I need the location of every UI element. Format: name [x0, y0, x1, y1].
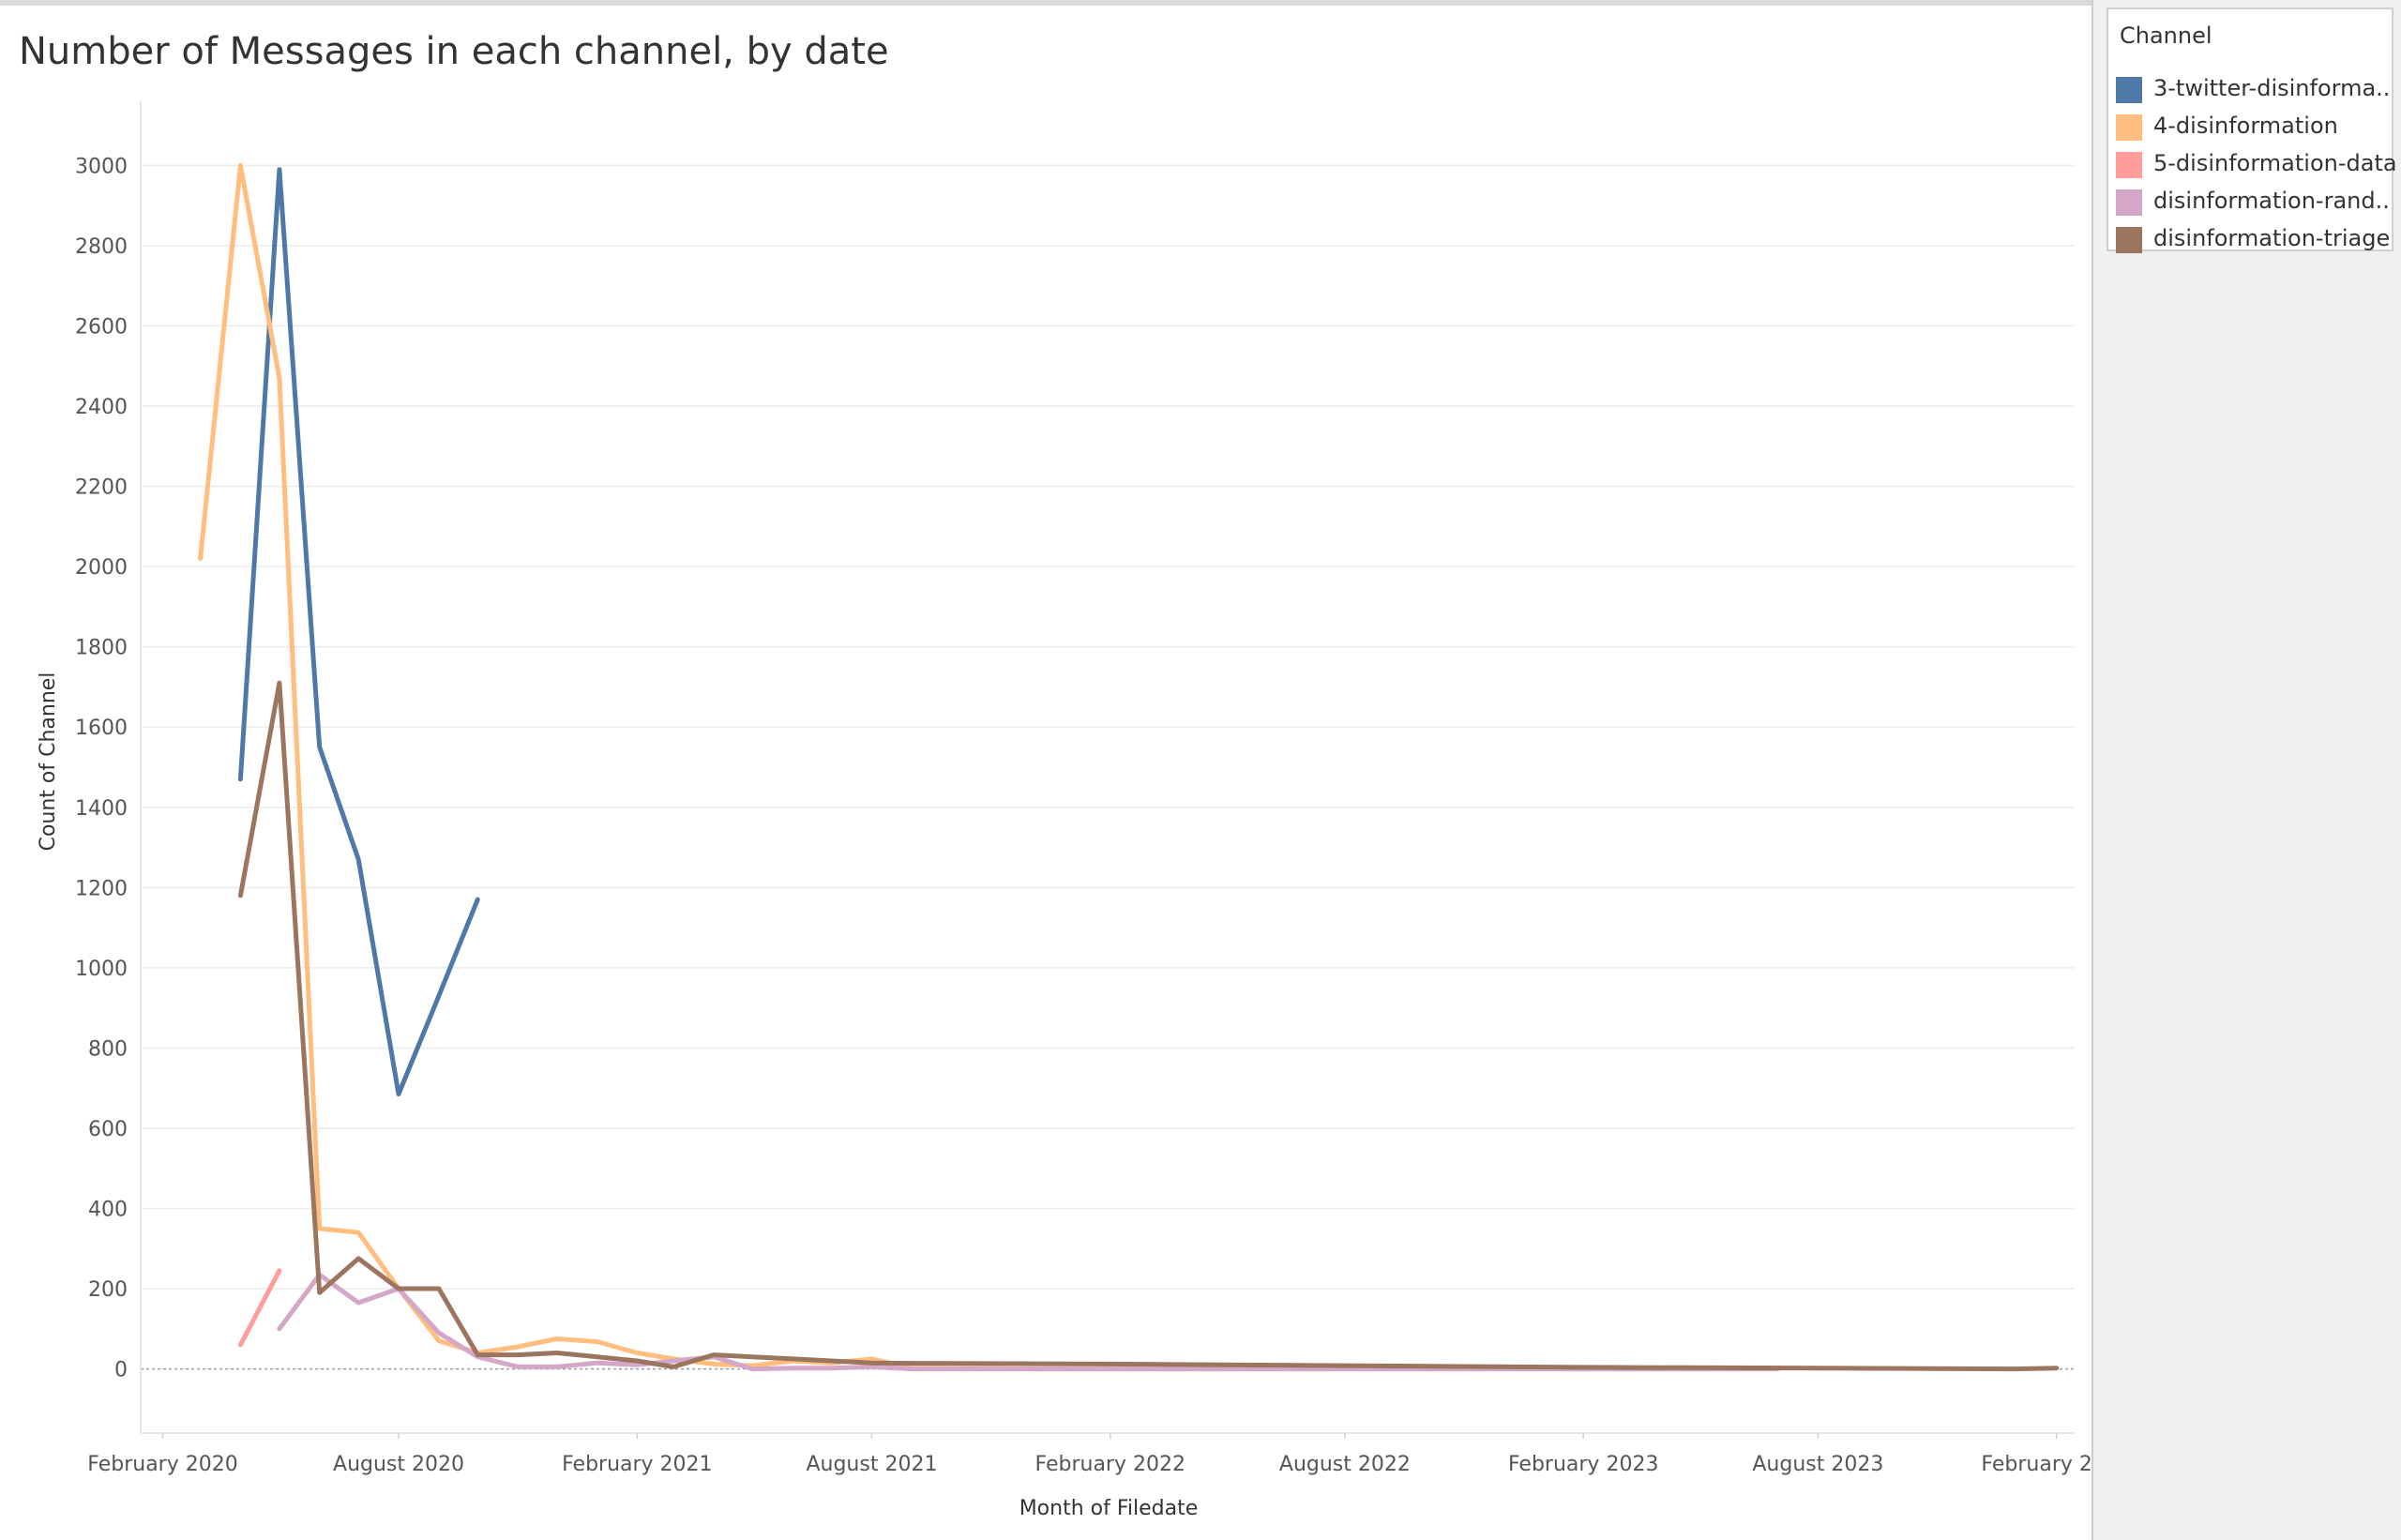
chart-title: Number of Messages in each channel, by d… — [19, 30, 889, 73]
legend-item[interactable]: disinformation-rand.. — [2116, 186, 2392, 216]
sidebar-panel — [2091, 0, 2401, 1540]
series-line-3 — [237, 1268, 282, 1348]
x-tick-label: February 2022 — [1035, 1453, 1185, 1476]
y-tick-label: 2800 — [75, 235, 128, 259]
series-line-5 — [237, 680, 2060, 1372]
y-tick-label: 1600 — [75, 717, 128, 740]
y-tick-label: 2000 — [75, 556, 128, 580]
axes: 0 200 400 600 800 1000 1200 1400 1600 1800 2000 220… — [75, 101, 2091, 1476]
legend-label: 4-disinformation — [2153, 113, 2338, 139]
x-tick-label: February 2024 — [1981, 1453, 2091, 1476]
series-lines — [198, 162, 2060, 1372]
series-line-2 — [198, 162, 1742, 1372]
y-tick-label: 1000 — [75, 958, 128, 981]
y-tick-label: 1400 — [75, 797, 128, 821]
legend-swatch — [2116, 152, 2142, 178]
y-tick-label: 800 — [88, 1037, 128, 1061]
legend-label: 5-disinformation-data — [2153, 150, 2397, 176]
legend: Channel 3-twitter-disinforma.. 4-disinfor… — [2107, 8, 2397, 253]
x-tick-label: February 2020 — [87, 1453, 237, 1476]
y-tick-label: 2600 — [75, 316, 128, 340]
y-tick-label: 2200 — [75, 476, 128, 500]
y-tick-label: 400 — [88, 1198, 128, 1221]
x-axis-title: Month of Filedate — [1019, 1497, 1199, 1520]
legend-item[interactable]: disinformation-triage — [2116, 223, 2392, 253]
legend-swatch — [2116, 77, 2142, 103]
x-tick-label: August 2020 — [333, 1453, 464, 1476]
legend-item[interactable]: 5-disinformation-data — [2116, 148, 2397, 178]
y-tick-label: 1800 — [75, 637, 128, 660]
legend-swatch — [2116, 114, 2142, 141]
x-tick-label: February 2023 — [1508, 1453, 1658, 1476]
y-tick-label: 600 — [88, 1118, 128, 1141]
y-tick-label: 3000 — [75, 155, 128, 178]
y-tick-label: 1200 — [75, 877, 128, 900]
y-tick-label: 2400 — [75, 396, 128, 419]
legend-swatch — [2116, 189, 2142, 216]
x-tick-label: February 2021 — [562, 1453, 712, 1476]
series-line-1 — [237, 167, 480, 1097]
y-tick-label: 200 — [88, 1278, 128, 1302]
line-chart: 0 200 400 600 800 1000 1200 1400 1600 1800 2000 220… — [37, 101, 2091, 1520]
top-border — [0, 0, 2091, 6]
x-tick-label: August 2022 — [1279, 1453, 1411, 1476]
x-tick-label: August 2021 — [806, 1453, 937, 1476]
y-axis-title: Count of Channel — [37, 672, 60, 852]
legend-item[interactable]: 3-twitter-disinforma.. — [2116, 73, 2392, 103]
legend-title: Channel — [2120, 23, 2212, 49]
legend-swatch — [2116, 227, 2142, 253]
y-tick-label: 0 — [114, 1359, 128, 1382]
grid-lines — [141, 164, 2075, 1370]
legend-label: 3-twitter-disinforma.. — [2153, 75, 2391, 101]
legend-label: disinformation-triage — [2153, 225, 2391, 251]
x-tick-label: August 2023 — [1752, 1453, 1883, 1476]
legend-item[interactable]: 4-disinformation — [2116, 111, 2392, 141]
legend-label: disinformation-rand.. — [2153, 188, 2390, 214]
